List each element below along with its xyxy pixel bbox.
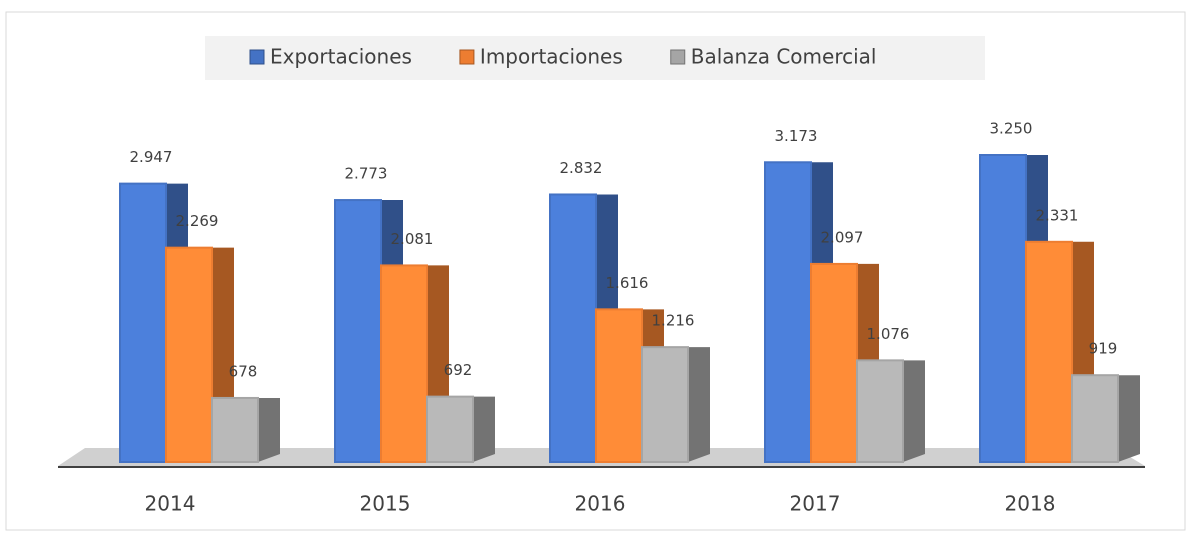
x-tick-label: 2016 xyxy=(575,492,626,516)
data-label: 919 xyxy=(1089,340,1118,358)
data-label: 2.832 xyxy=(560,159,603,177)
bar xyxy=(764,161,812,464)
bar xyxy=(380,264,428,463)
bar xyxy=(119,182,167,463)
bar xyxy=(1025,240,1073,463)
bar xyxy=(211,396,259,463)
bar xyxy=(595,308,643,463)
bar xyxy=(641,346,689,463)
legend-swatch xyxy=(459,49,475,65)
data-label: 692 xyxy=(444,361,473,379)
bar xyxy=(979,154,1027,463)
legend-label: Importaciones xyxy=(480,45,623,69)
data-label: 1.076 xyxy=(867,325,910,343)
bar xyxy=(1071,374,1119,463)
legend-swatch xyxy=(249,49,265,65)
bar xyxy=(165,246,213,463)
legend-box xyxy=(205,36,985,80)
legend-swatch xyxy=(670,49,686,65)
data-label: 2.097 xyxy=(821,228,864,246)
bar xyxy=(549,193,597,463)
bar-side xyxy=(688,347,710,462)
data-label: 2.081 xyxy=(391,230,434,248)
data-label: 3.250 xyxy=(990,120,1033,138)
legend-label: Exportaciones xyxy=(270,45,412,69)
x-tick-label: 2018 xyxy=(1005,492,1056,516)
data-label: 1.616 xyxy=(606,274,649,292)
bar-side xyxy=(903,360,925,462)
bar xyxy=(810,262,858,463)
bar-side xyxy=(258,397,280,462)
bar xyxy=(856,359,904,463)
x-tick-label: 2015 xyxy=(360,492,411,516)
data-label: 678 xyxy=(229,362,258,380)
data-label: 2.331 xyxy=(1036,206,1079,224)
data-label: 3.173 xyxy=(775,127,818,145)
bar xyxy=(334,199,382,463)
data-label: 2.947 xyxy=(130,148,173,166)
bar-side xyxy=(473,396,495,462)
bar-side xyxy=(1118,375,1140,462)
x-tick-label: 2017 xyxy=(790,492,841,516)
x-tick-label: 2014 xyxy=(145,492,196,516)
data-label: 2.269 xyxy=(176,212,219,230)
data-label: 2.773 xyxy=(345,165,388,183)
bar xyxy=(426,395,474,464)
legend-label: Balanza Comercial xyxy=(691,45,877,69)
data-label: 1.216 xyxy=(652,312,695,330)
